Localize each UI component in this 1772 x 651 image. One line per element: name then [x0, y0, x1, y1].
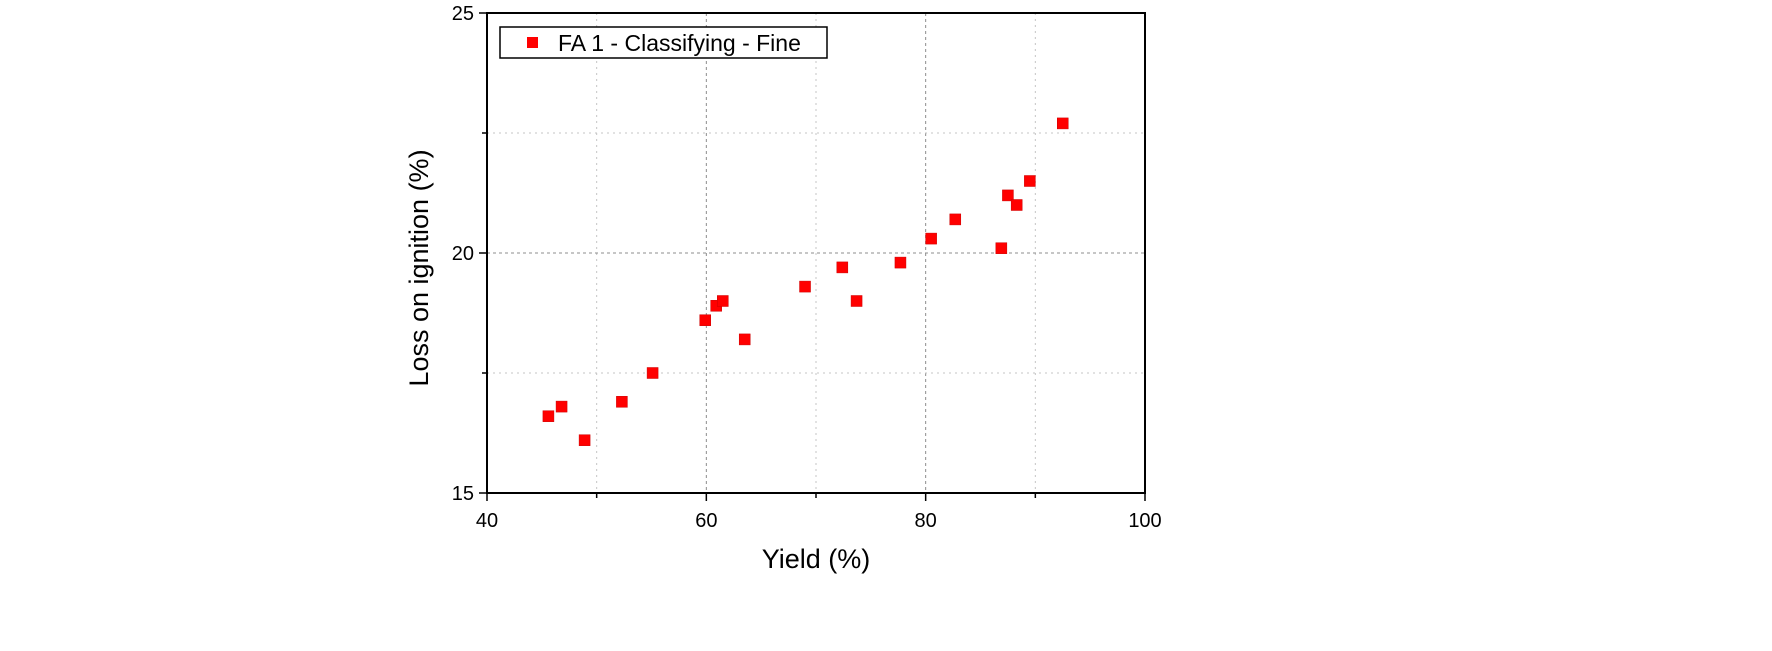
y-tick-label: 20	[452, 243, 474, 265]
grid-lines	[487, 13, 1145, 493]
legend-box	[499, 26, 828, 59]
x-tick-label: 80	[915, 510, 937, 532]
y-tick-label: 15	[452, 483, 474, 505]
data-point	[850, 295, 863, 307]
data-point	[995, 242, 1008, 254]
data-point	[717, 295, 729, 307]
x-axis-title: Yield (%)	[762, 544, 871, 574]
data-point	[1002, 189, 1014, 202]
tick-labels: 40 60 80 100 15 20 25	[452, 3, 1162, 532]
data-point	[699, 314, 711, 326]
data-point	[894, 256, 907, 269]
y-tick-label: 25	[452, 3, 474, 25]
x-tick-label: 100	[1128, 510, 1161, 532]
data-point	[542, 410, 555, 422]
legend-marker	[527, 37, 538, 48]
data-point	[1010, 199, 1023, 211]
data-points	[542, 117, 1069, 446]
data-point	[1024, 175, 1036, 187]
data-point	[738, 333, 751, 346]
x-tick-label: 60	[695, 510, 717, 532]
data-point	[799, 280, 811, 293]
plot-frame	[486, 12, 1146, 494]
data-point	[646, 367, 659, 379]
data-point	[616, 396, 628, 408]
data-point	[925, 232, 937, 245]
data-point	[949, 213, 962, 226]
y-axis-title: Loss on ignition (%)	[404, 149, 434, 386]
x-tick-label: 40	[476, 510, 498, 532]
legend: FA 1 - Classifying - Fine	[499, 26, 828, 59]
legend-label: FA 1 - Classifying - Fine	[558, 30, 801, 56]
data-point	[555, 400, 568, 413]
data-point	[836, 261, 849, 274]
data-point	[578, 434, 591, 446]
data-point	[1057, 117, 1069, 130]
